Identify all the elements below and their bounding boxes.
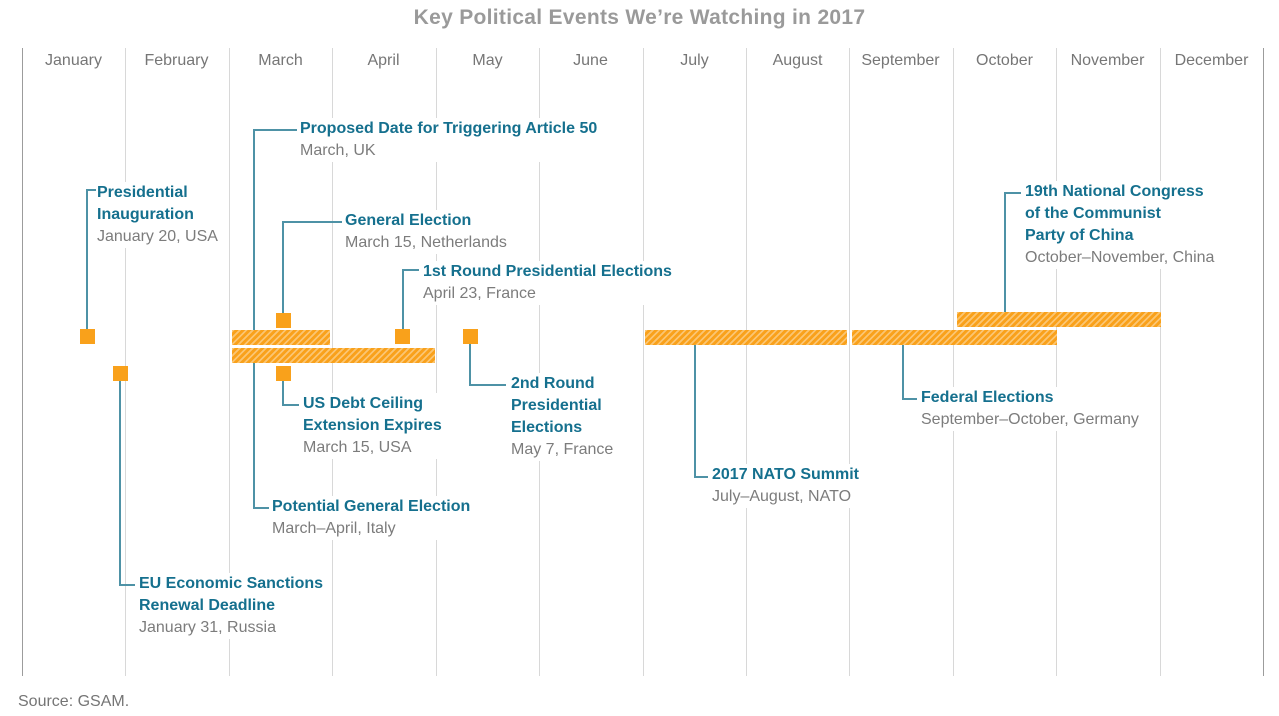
connector-china-congress: [1004, 192, 1021, 313]
event-label-federal-elections-germany: Federal Elections September–October, Ger…: [921, 387, 1142, 431]
gridline-oct: [953, 48, 954, 676]
event-title: 19th National Congress of the Communist …: [1025, 183, 1204, 244]
gridline-feb: [125, 48, 126, 676]
month-label-june: June: [573, 52, 608, 69]
event-detail: March 15, USA: [303, 439, 412, 456]
connector-first-round-france: [402, 269, 419, 330]
gridline-aug: [746, 48, 747, 676]
event-title: Presidential Inauguration: [97, 184, 194, 223]
event-title: EU Economic Sanctions Renewal Deadline: [139, 575, 324, 614]
bar-potential-general-election-italy: [232, 348, 435, 363]
connector-federal-elections-germany: [902, 343, 917, 400]
connector-potential-general-election-italy: [253, 362, 269, 509]
marker-eu-sanctions: [113, 366, 128, 381]
event-title: US Debt Ceiling Extension Expires: [303, 395, 442, 434]
gridline-dec: [1160, 48, 1161, 676]
event-title: 2017 NATO Summit: [712, 466, 860, 483]
event-title: Potential General Election: [272, 498, 471, 515]
chart-title: Key Political Events We’re Watching in 2…: [413, 6, 866, 29]
month-label-january: January: [45, 52, 102, 69]
gridline-sep: [849, 48, 850, 676]
connector-second-round-france: [469, 343, 506, 386]
event-label-potential-general-election-italy: Potential General Election March–April, …: [272, 496, 474, 540]
event-detail: March–April, Italy: [272, 520, 396, 537]
event-label-nato-summit: 2017 NATO Summit July–August, NATO: [712, 464, 863, 508]
event-detail: April 23, France: [423, 285, 536, 302]
gridline-dec-end: [1263, 48, 1264, 676]
connector-presidential-inauguration: [86, 189, 96, 330]
event-detail: September–October, Germany: [921, 411, 1139, 428]
event-label-article-50: Proposed Date for Triggering Article 50 …: [300, 118, 601, 162]
gridline-may: [436, 48, 437, 676]
event-detail: January 31, Russia: [139, 619, 276, 636]
bar-china-congress-october-november: [957, 312, 1161, 327]
event-title: Federal Elections: [921, 389, 1054, 406]
connector-article-50: [253, 129, 297, 332]
gridline-jun: [539, 48, 540, 676]
marker-first-round-france: [395, 329, 410, 344]
event-label-first-round-france: 1st Round Presidential Elections April 2…: [423, 261, 675, 305]
marker-us-debt-ceiling: [276, 366, 291, 381]
event-title: 1st Round Presidential Elections: [423, 263, 672, 280]
month-label-may: May: [472, 52, 503, 69]
month-label-july: July: [680, 52, 709, 69]
gridline-mar: [229, 48, 230, 676]
marker-second-round-france: [463, 329, 478, 344]
marker-presidential-inauguration: [80, 329, 95, 344]
gridline-jan-start: [22, 48, 23, 676]
bar-article-50-march-uk: [232, 330, 330, 345]
event-detail: July–August, NATO: [712, 488, 852, 505]
month-label-november: November: [1070, 52, 1145, 69]
bar-federal-elections-germany: [852, 330, 1057, 345]
month-label-april: April: [367, 52, 400, 69]
month-label-september: September: [861, 52, 940, 69]
event-detail: January 20, USA: [97, 228, 218, 245]
event-detail: October–November, China: [1025, 249, 1215, 266]
month-label-august: August: [772, 52, 823, 69]
event-label-second-round-france: 2nd Round Presidential Elections May 7, …: [511, 373, 617, 461]
event-detail: May 7, France: [511, 441, 614, 458]
event-detail: March, UK: [300, 142, 376, 159]
event-title: Proposed Date for Triggering Article 50: [300, 120, 598, 137]
marker-general-election-netherlands: [276, 313, 291, 328]
event-title: 2nd Round Presidential Elections: [511, 375, 602, 436]
month-label-march: March: [258, 52, 303, 69]
event-label-presidential-inauguration: Presidential Inauguration January 20, US…: [97, 182, 221, 248]
source-note: Source: GSAM.: [18, 693, 130, 710]
month-label-february: February: [144, 52, 209, 69]
event-label-general-election-netherlands: General Election March 15, Netherlands: [345, 210, 510, 254]
event-label-eu-sanctions: EU Economic Sanctions Renewal Deadline J…: [139, 573, 327, 639]
event-label-us-debt-ceiling: US Debt Ceiling Extension Expires March …: [303, 393, 445, 459]
connector-eu-sanctions: [119, 379, 135, 586]
bar-nato-summit-july-august: [645, 330, 847, 345]
connector-us-debt-ceiling: [282, 379, 299, 406]
connector-general-election-netherlands: [282, 221, 342, 314]
event-detail: March 15, Netherlands: [345, 234, 507, 251]
connector-nato-summit: [694, 343, 708, 478]
gridline-nov: [1056, 48, 1057, 676]
event-title: General Election: [345, 212, 472, 229]
gridline-jul: [643, 48, 644, 676]
month-label-october: October: [976, 52, 1033, 69]
event-label-china-congress: 19th National Congress of the Communist …: [1025, 181, 1218, 269]
month-label-december: December: [1174, 52, 1249, 69]
